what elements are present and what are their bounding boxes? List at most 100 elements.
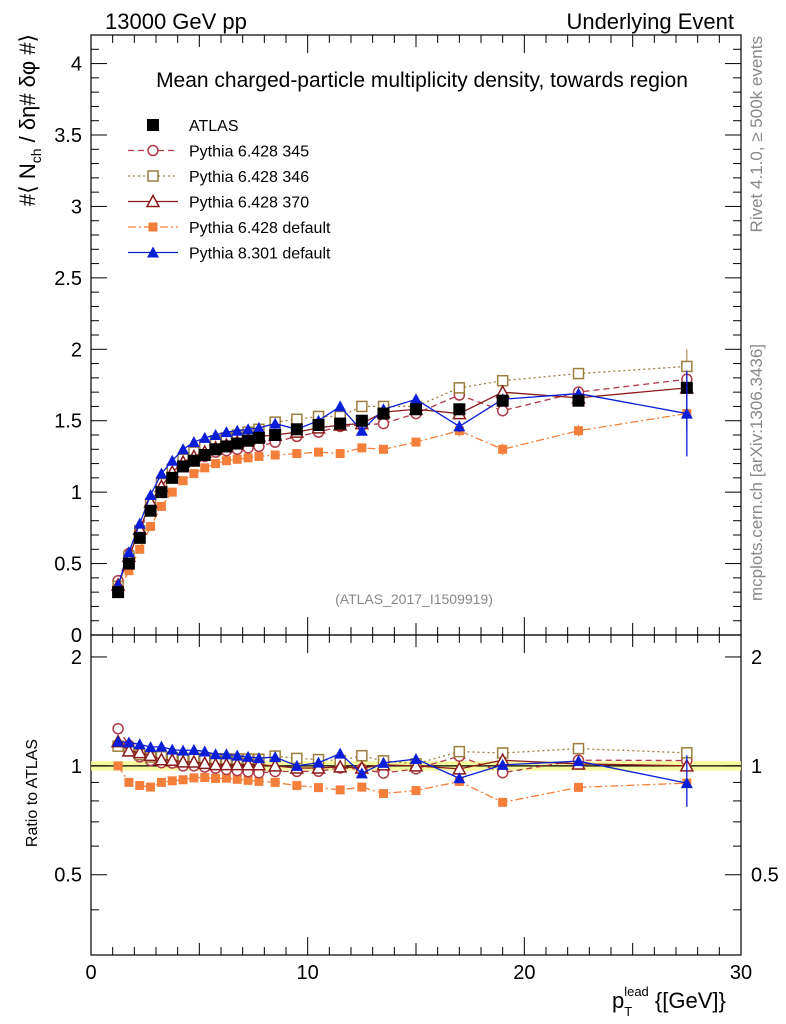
ratio-point bbox=[164, 752, 180, 766]
data-point bbox=[270, 450, 280, 460]
series-line bbox=[117, 387, 687, 586]
y-tick-label: 1.5 bbox=[54, 411, 82, 433]
data-point bbox=[178, 476, 188, 486]
data-point bbox=[356, 400, 368, 413]
data-point bbox=[187, 454, 200, 467]
ratio-point bbox=[242, 750, 255, 762]
data-point bbox=[334, 400, 347, 412]
data-point bbox=[335, 449, 345, 459]
ratio-point bbox=[312, 756, 325, 768]
data-point bbox=[314, 447, 323, 457]
series-line bbox=[117, 365, 687, 587]
legend-label: Pythia 8.301 default bbox=[189, 246, 331, 263]
chart-title: Mean charged-particle multiplicity densi… bbox=[156, 69, 688, 92]
ratio-point bbox=[112, 722, 124, 735]
ratio-point bbox=[314, 783, 323, 793]
data-point bbox=[379, 444, 388, 454]
ratio-y-tick-label: 1 bbox=[71, 756, 82, 778]
ratio-point bbox=[377, 756, 390, 768]
data-point bbox=[166, 454, 179, 466]
ratio-point bbox=[135, 781, 145, 791]
data-point bbox=[112, 586, 125, 599]
data-point bbox=[243, 453, 253, 463]
ratio-point bbox=[408, 758, 424, 772]
data-point bbox=[200, 463, 210, 473]
ratio-point bbox=[175, 754, 191, 768]
data-point bbox=[355, 424, 368, 436]
legend-label: Pythia 6.428 default bbox=[189, 220, 331, 237]
x-axis-label: pTlead {[GeV]} bbox=[612, 984, 726, 1019]
ratio-point bbox=[232, 774, 242, 784]
ratio-point bbox=[143, 747, 158, 762]
ratio-point bbox=[453, 745, 466, 758]
data-point bbox=[292, 449, 302, 459]
ratio-point bbox=[270, 777, 280, 787]
data-point bbox=[189, 469, 199, 479]
legend-item: Pythia 6.428 345 bbox=[128, 144, 309, 161]
data-point bbox=[410, 403, 422, 416]
ratio-point bbox=[254, 776, 264, 786]
y-tick-label: 0.5 bbox=[54, 554, 82, 576]
data-point bbox=[355, 414, 368, 427]
ratio-point bbox=[112, 735, 125, 747]
data-point bbox=[146, 521, 156, 531]
ratio-y-tick-label-right: 1 bbox=[751, 756, 762, 778]
ratio-point bbox=[186, 754, 202, 768]
ratio-x-axis: 0 10 20 30 bbox=[85, 635, 752, 984]
data-point bbox=[198, 431, 211, 443]
legend-item: Pythia 8.301 default bbox=[128, 246, 331, 263]
data-point bbox=[220, 426, 233, 438]
main-series-group bbox=[110, 349, 695, 599]
ratio-y-tick-label-right: 2 bbox=[751, 647, 762, 669]
legend-marker bbox=[147, 144, 159, 157]
ratio-point bbox=[156, 777, 166, 787]
ratio-point bbox=[133, 738, 146, 750]
x-tick-label: 20 bbox=[513, 962, 535, 984]
data-point bbox=[144, 489, 157, 500]
data-point bbox=[231, 437, 244, 450]
data-point bbox=[144, 504, 157, 517]
legend-item: Pythia 6.428 370 bbox=[128, 193, 309, 212]
ratio-point bbox=[574, 782, 583, 792]
legend-marker bbox=[147, 246, 159, 258]
data-point bbox=[231, 424, 244, 436]
data-point bbox=[166, 471, 179, 484]
y-tick-label: 3.5 bbox=[54, 125, 82, 147]
mcplots-label: mcplots.cern.ch [arXiv:1306.3436] bbox=[747, 344, 766, 601]
ratio-series-group bbox=[110, 722, 695, 807]
ratio-point bbox=[290, 759, 303, 771]
data-point bbox=[377, 407, 390, 420]
data-point bbox=[453, 420, 466, 432]
ratio-point bbox=[292, 781, 302, 791]
data-point bbox=[377, 417, 390, 430]
ratio-y-tick-label: 0.5 bbox=[54, 865, 82, 887]
data-point bbox=[572, 394, 585, 407]
data-point bbox=[269, 429, 282, 441]
ratio-point bbox=[498, 797, 508, 807]
data-point bbox=[232, 454, 242, 464]
legend: ATLAS Pythia 6.428 345 Pythia 6.428 346 Pyt… bbox=[128, 118, 331, 263]
ratio-point bbox=[154, 752, 169, 766]
data-point bbox=[453, 403, 466, 416]
y-tick-label: 0 bbox=[71, 625, 82, 647]
series-line bbox=[117, 378, 687, 581]
ratio-point bbox=[379, 788, 388, 798]
data-point bbox=[177, 460, 190, 473]
y-tick-label: 2 bbox=[71, 339, 82, 361]
data-point bbox=[572, 367, 585, 380]
ratio-point bbox=[252, 752, 265, 764]
data-point bbox=[252, 421, 265, 433]
data-point bbox=[177, 443, 190, 455]
ratio-point bbox=[231, 749, 244, 761]
ratio-point bbox=[355, 767, 368, 779]
data-point bbox=[496, 404, 509, 417]
data-point bbox=[133, 531, 146, 544]
data-point bbox=[254, 451, 264, 461]
data-point bbox=[290, 423, 303, 436]
ratio-point bbox=[356, 749, 368, 762]
ratio-point bbox=[187, 743, 200, 755]
ratio-y-axis: 0.5 0.5 1 1 2 2 bbox=[54, 647, 779, 911]
ratio-point bbox=[267, 758, 283, 772]
data-point bbox=[198, 449, 211, 461]
y-tick-label: 1 bbox=[71, 482, 82, 504]
